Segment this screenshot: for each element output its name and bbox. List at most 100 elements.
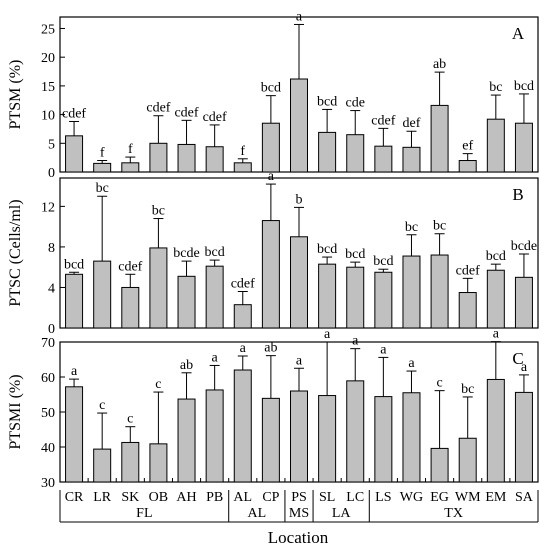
panel-a-bar-wm [458, 160, 477, 173]
x-category-label: AL [233, 490, 252, 505]
panel-a-bar-ls [374, 145, 393, 173]
panel-c-bar-sl [318, 395, 337, 483]
panel-b-sig-letter: bc [433, 219, 446, 234]
panel-b-sig-letter: cdef [231, 277, 255, 292]
panel-c-ytick-label: 70 [41, 336, 55, 351]
panel-a-bar-sa [514, 122, 533, 173]
panel-c-bar-sk [121, 441, 140, 483]
panel-b-bar-wm [458, 292, 477, 329]
panel-b-sig-letter: cdef [118, 259, 142, 274]
x-category-label: SL [319, 490, 335, 505]
x-category-label: SK [121, 490, 139, 505]
panel-a-bar-sk [121, 162, 140, 173]
panel-b-bar-ob [149, 247, 168, 329]
panel-c-sig-letter: ab [264, 341, 277, 356]
panel-a-sig-letter: cdef [371, 113, 395, 128]
panel-a-bar-em [486, 118, 505, 173]
panel-b-label: B [512, 185, 523, 204]
x-category-label: AH [176, 490, 196, 505]
panel-c-sig-letter: c [99, 398, 105, 413]
panel-c-sig-letter: bc [461, 382, 474, 397]
panel-b-bar-cr [65, 273, 84, 329]
x-category-label: WM [455, 490, 481, 505]
panel-a-label: A [512, 24, 525, 43]
panel-c-bar-lr [93, 448, 112, 483]
panel-b-bar-lr [93, 260, 112, 329]
panel-a-bar-ps [290, 78, 308, 173]
panel-c-sig-letter: c [436, 376, 442, 391]
panel-b-ytick-label: 0 [48, 322, 55, 337]
panel-c-ytick-label: 50 [41, 406, 55, 421]
panel-a-sig-letter: def [403, 116, 421, 131]
x-category-label: LR [93, 490, 112, 505]
panel-a-sig-letter: ab [433, 57, 446, 72]
panel-a-ytick-label: 5 [48, 137, 55, 152]
x-category-label: LS [375, 490, 391, 505]
panel-a-sig-letter: cdef [62, 106, 86, 121]
panel-b-sig-letter: bcd [317, 242, 337, 257]
panel-a-sig-letter: a [296, 9, 303, 24]
panel-a-bar-ob [149, 142, 168, 173]
x-category-label: WG [400, 490, 423, 505]
panel-a-ytick-label: 0 [48, 166, 55, 181]
panel-c-sig-letter: a [380, 342, 387, 357]
panel-b-bar-al [233, 304, 252, 329]
panel-c-sig-letter: a [71, 364, 78, 379]
panel-c-bar-lc [346, 380, 365, 483]
panel-a-sig-letter: ef [462, 139, 473, 154]
panel-a-sig-letter: f [100, 146, 105, 161]
panel-c-label: C [512, 349, 523, 368]
panel-c-sig-letter: c [155, 377, 161, 392]
panel-c-bar-em [486, 378, 505, 483]
panel-b-bar-lc [346, 266, 365, 329]
group-label-fl: FL [136, 506, 152, 521]
panel-b-bar-ah [177, 275, 196, 329]
panel-c-bar-cr [65, 386, 84, 483]
panel-a-bar-cr [65, 135, 84, 173]
panel-b-bar-ps [290, 236, 308, 329]
panel-a-sig-letter: cdef [174, 105, 198, 120]
panel-a-bar-al [233, 162, 252, 173]
group-label-tx: TX [444, 506, 463, 521]
panel-a-ytick-label: 20 [41, 51, 55, 66]
panel-a-bar-eg [430, 104, 449, 173]
x-axis-title: Location [268, 528, 329, 547]
panel-b-sig-letter: bc [152, 204, 165, 219]
panel-c-ytick-label: 40 [41, 441, 55, 456]
panel-b-sig-letter: bcd [205, 245, 225, 260]
panel-a-y-axis-title: PTSM (%) [7, 60, 24, 130]
panel-c-sig-letter: ab [180, 358, 193, 373]
panel-b-bar-cp [261, 220, 280, 329]
panel-b-bar-sa [514, 276, 533, 329]
panel-c-bar-sa [514, 391, 533, 483]
x-category-label: CP [262, 490, 279, 505]
panel-a-bar-cp [261, 122, 280, 173]
panel-b-sig-letter: bcde [173, 246, 199, 261]
panel-b-bar-sl [318, 263, 337, 329]
panel-a-bar-wg [402, 146, 421, 173]
panel-b-bar-wg [402, 255, 421, 329]
x-category-label: EM [485, 490, 507, 505]
panel-a-bar-lc [346, 134, 365, 173]
panel-b-sig-letter: bcde [511, 239, 537, 254]
panel-c-sig-letter: a [493, 327, 500, 342]
panel-c-ytick-label: 30 [41, 476, 55, 491]
panel-b-sig-letter: bcd [486, 249, 506, 264]
panel-b-y-axis-title: PTSC (Cells/ml) [7, 199, 24, 306]
panel-c-bar-cp [261, 397, 280, 483]
panel-b-ytick-label: 12 [41, 200, 55, 215]
x-category-label: OB [149, 490, 168, 505]
group-label-ms: MS [289, 506, 309, 521]
panel-b-sig-letter: bcd [64, 257, 84, 272]
panel-a-bar-lr [93, 162, 112, 173]
panel-a-ytick-label: 15 [41, 80, 55, 95]
x-category-label: EG [430, 490, 449, 505]
panel-a-sig-letter: cdef [146, 101, 170, 116]
panel-b-sig-letter: a [268, 169, 275, 184]
panel-b-sig-letter: bc [96, 181, 109, 196]
panel-b-bar-pb [205, 265, 224, 329]
panel-a-sig-letter: f [240, 144, 245, 159]
